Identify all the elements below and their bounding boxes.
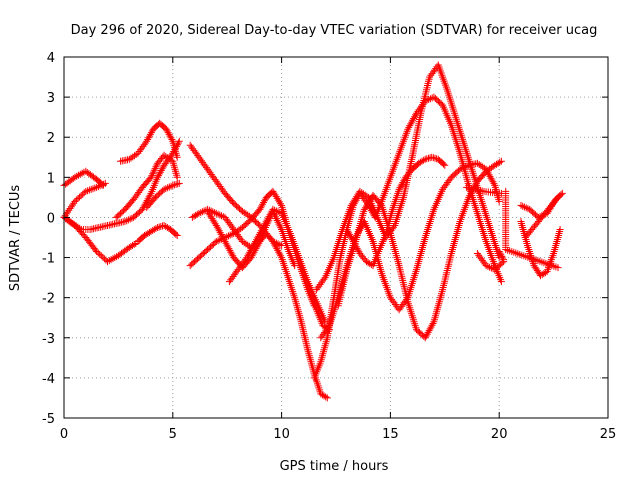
- data-point-markers: [117, 119, 181, 165]
- data-series: [343, 153, 449, 270]
- x-tick-label: 15: [382, 427, 399, 442]
- x-tick-label: 5: [169, 427, 177, 442]
- y-tick-label: 3: [47, 91, 55, 106]
- data-points: [60, 61, 566, 402]
- data-point-markers: [284, 226, 333, 334]
- data-point-markers: [343, 153, 449, 270]
- data-series: [117, 119, 181, 165]
- data-series: [521, 193, 562, 241]
- y-tick-label: 0: [47, 211, 55, 226]
- x-tick-label: 0: [60, 427, 68, 442]
- data-series: [463, 183, 505, 197]
- data-series: [60, 179, 109, 221]
- y-tick-label: -5: [42, 412, 55, 427]
- x-tick-label: 20: [491, 427, 508, 442]
- y-tick-label: -2: [42, 292, 55, 307]
- data-point-markers: [517, 218, 564, 280]
- data-series: [284, 226, 333, 334]
- data-series: [134, 222, 181, 245]
- y-tick-label: -4: [42, 372, 55, 387]
- data-point-markers: [495, 187, 562, 272]
- data-series: [517, 218, 564, 280]
- data-point-markers: [112, 151, 181, 221]
- y-tick-label: -1: [42, 252, 55, 267]
- data-point-markers: [521, 193, 562, 241]
- y-tick-label: 4: [47, 51, 55, 66]
- x-tick-label: 10: [273, 427, 290, 442]
- data-point-markers: [60, 179, 109, 221]
- y-tick-label: 1: [47, 171, 55, 186]
- y-tick-label: -3: [42, 332, 55, 347]
- x-tick-label: 25: [600, 427, 617, 442]
- data-series: [495, 187, 562, 272]
- data-point-markers: [143, 179, 183, 211]
- x-axis-label: GPS time / hours: [280, 459, 389, 474]
- data-point-markers: [463, 183, 505, 197]
- data-point-markers: [473, 250, 508, 274]
- data-series: [473, 250, 508, 274]
- chart-title: Day 296 of 2020, Sidereal Day-to-day VTE…: [71, 23, 598, 38]
- y-axis-label: SDTVAR / TECUs: [8, 185, 23, 292]
- data-series: [143, 179, 183, 211]
- y-tick-label: 2: [47, 131, 55, 146]
- data-series: [112, 151, 181, 221]
- axis-ticks: 0 5 10 15 20 25 -5 -4 -3 -2 -1 0 1 2 3 4: [42, 51, 616, 442]
- plot-frame: [63, 56, 609, 419]
- data-point-markers: [134, 222, 181, 245]
